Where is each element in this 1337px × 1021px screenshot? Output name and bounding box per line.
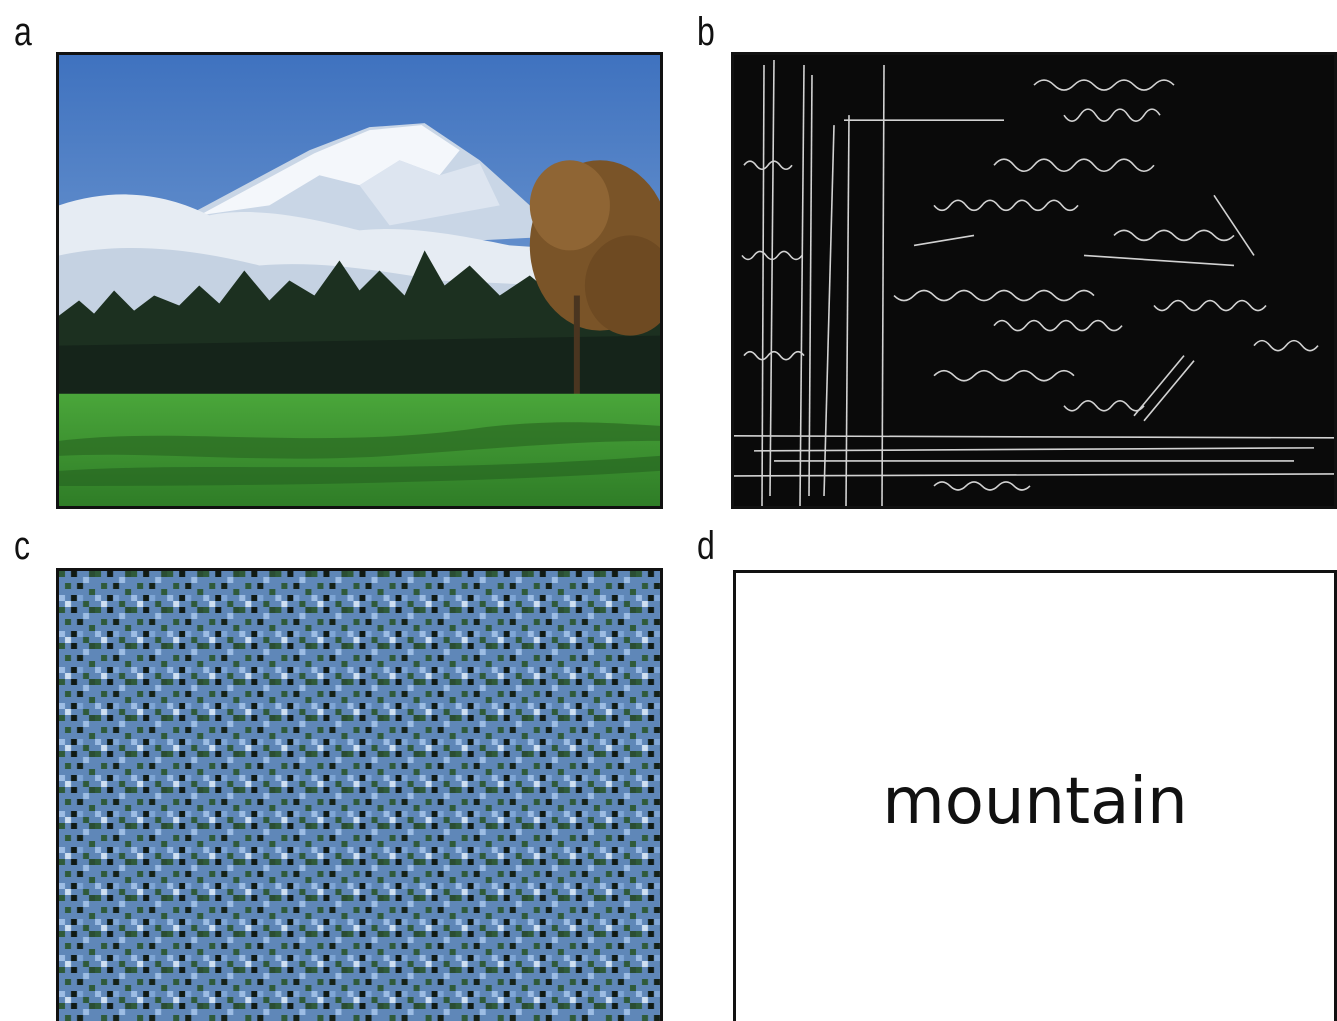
edge-map-panel xyxy=(731,52,1337,509)
scrambled-noise-image xyxy=(59,571,660,1021)
edge-map-image xyxy=(734,55,1334,506)
scrambled-noise-panel xyxy=(56,568,663,1021)
panel-label-c: c xyxy=(14,524,30,568)
mountain-word: mountain xyxy=(882,765,1188,839)
panel-label-d: d xyxy=(697,524,715,568)
word-label-panel: mountain xyxy=(733,570,1337,1021)
photo-mountain-panel xyxy=(56,52,663,509)
mountain-photo-image xyxy=(59,55,660,506)
panel-label-b: b xyxy=(697,10,715,54)
panel-label-a: a xyxy=(14,10,32,54)
